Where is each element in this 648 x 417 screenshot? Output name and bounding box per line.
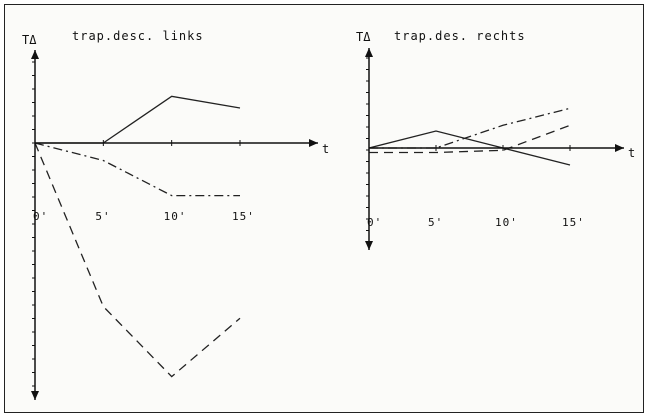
figure-frame (4, 4, 644, 413)
right-series-dashed (369, 124, 571, 154)
left-series-dashed (34, 142, 241, 378)
right-x-tick-label: 15' (562, 216, 585, 229)
left-chart: trap.desc. links TΔ t 0' 5' 10' 15' (22, 29, 329, 387)
left-x-tick-label: 5' (95, 210, 110, 223)
right-x-tick-label: 0' (367, 216, 382, 229)
right-y-axis-arrow-top (365, 48, 373, 57)
right-series-dash-dot (369, 107, 571, 149)
left-x-tick-label: 0' (33, 210, 48, 223)
right-chart: trap.des. rechts TΔ t 0' 5' 10' 15' (356, 29, 635, 231)
right-x-axis-label: t (628, 146, 635, 160)
left-series-dash-dot (34, 142, 240, 197)
right-y-axis-arrow-bottom (365, 241, 373, 250)
left-x-tick-label: 10' (164, 210, 187, 223)
left-x-tick-label: 15' (232, 210, 255, 223)
right-x-axis-arrow (615, 144, 624, 152)
left-y-axis-label: TΔ (22, 33, 37, 47)
right-x-tick-label: 5' (428, 216, 443, 229)
left-x-axis-arrow (309, 139, 318, 147)
right-x-tick-label: 10' (495, 216, 518, 229)
right-series-solid (368, 130, 571, 166)
left-series-solid (35, 95, 241, 144)
left-y-axis-arrow-bottom (31, 391, 39, 400)
right-chart-title: trap.des. rechts (394, 29, 526, 43)
left-y-axis-arrow-top (31, 50, 39, 59)
right-y-axis-label: TΔ (356, 30, 371, 44)
left-x-axis-label: t (322, 142, 329, 156)
left-chart-title: trap.desc. links (72, 29, 204, 43)
